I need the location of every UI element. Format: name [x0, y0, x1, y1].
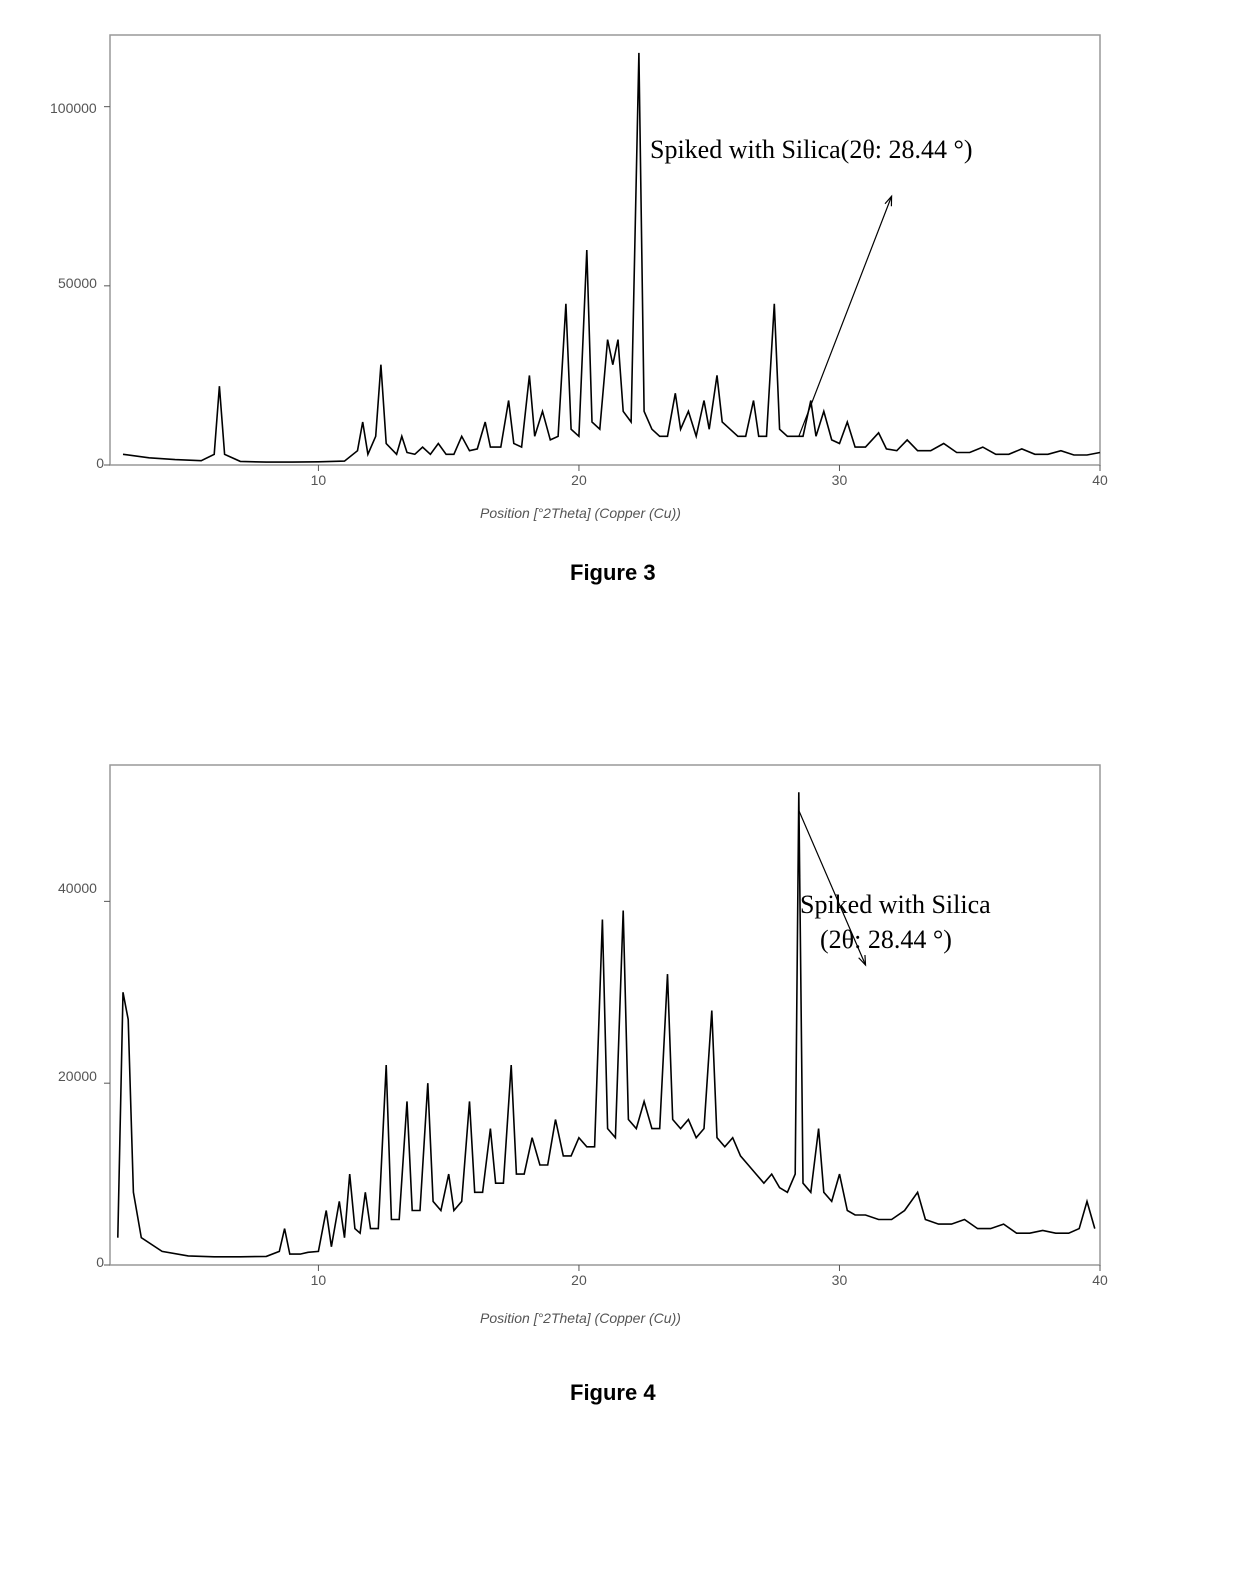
fig3-ytick-1: 50000 [58, 275, 97, 291]
figure3-chart: 10 20 30 40 [70, 30, 1130, 490]
figure3-xaxis-label: Position [°2Theta] (Copper (Cu)) [480, 505, 681, 521]
figure4-annotation-line1: Spiked with Silica [800, 890, 991, 920]
figure4-xaxis-label: Position [°2Theta] (Copper (Cu)) [480, 1310, 681, 1326]
figure3-caption: Figure 3 [570, 560, 656, 586]
figure4-caption: Figure 4 [570, 1380, 656, 1406]
svg-text:40: 40 [1092, 1272, 1108, 1288]
figure3-svg: 10 20 30 40 [70, 30, 1130, 490]
figure4-svg: 10 20 30 40 [70, 760, 1130, 1290]
svg-text:20: 20 [571, 1272, 587, 1288]
figure4-chart: 10 20 30 40 [70, 760, 1130, 1290]
svg-text:30: 30 [832, 1272, 848, 1288]
svg-text:30: 30 [832, 472, 848, 488]
figure4-annotation-line2: (2θ: 28.44 °) [820, 925, 952, 955]
fig4-ytick-2: 40000 [58, 880, 97, 896]
svg-text:40: 40 [1092, 472, 1108, 488]
figure3-annotation: Spiked with Silica(2θ: 28.44 °) [650, 135, 973, 165]
svg-text:20: 20 [571, 472, 587, 488]
fig4-ytick-1: 20000 [58, 1068, 97, 1084]
fig3-ytick-0: 0 [84, 455, 104, 471]
fig4-ytick-0: 0 [84, 1254, 104, 1270]
svg-text:10: 10 [311, 472, 327, 488]
svg-text:10: 10 [311, 1272, 327, 1288]
fig3-ytick-2: 100000 [50, 100, 97, 116]
